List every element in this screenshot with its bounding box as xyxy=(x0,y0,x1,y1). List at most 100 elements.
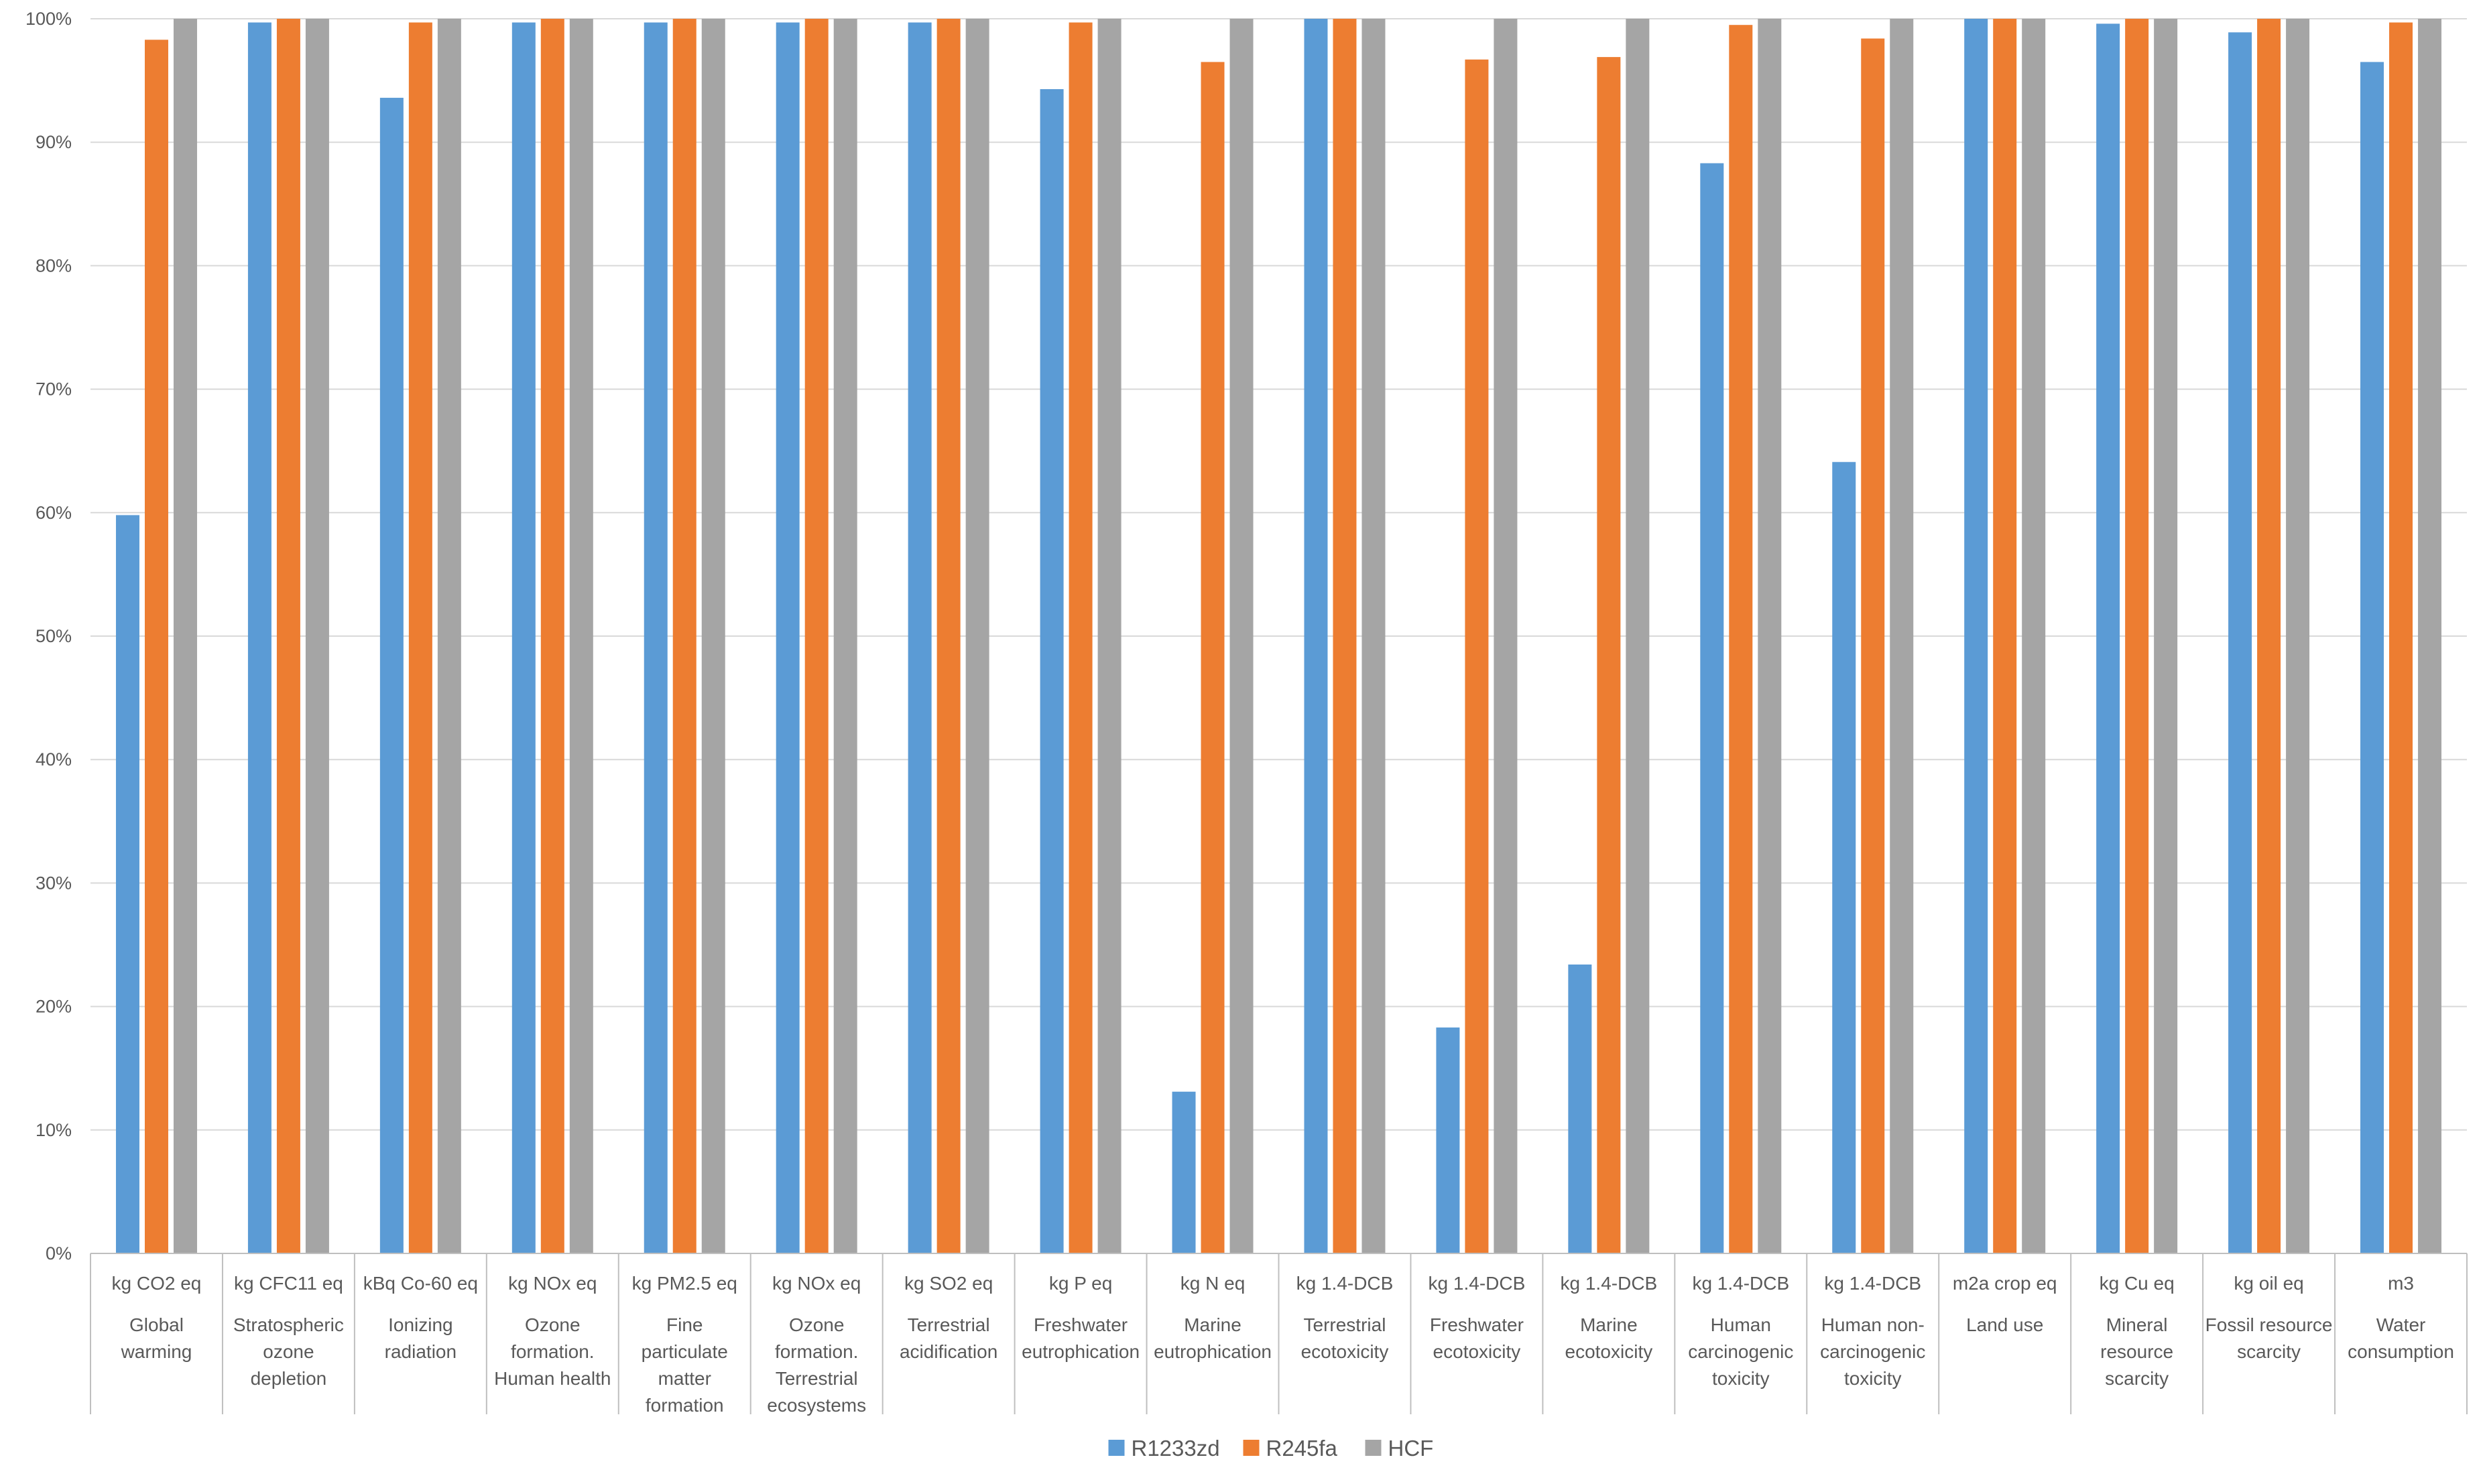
category-unit-label: kg 1.4-DCB xyxy=(1296,1273,1394,1294)
bar-hcf xyxy=(569,19,593,1253)
category-name-label: Terrestrial xyxy=(1304,1314,1386,1335)
category-unit-label: m3 xyxy=(2388,1273,2414,1294)
bar-r1233zd xyxy=(908,22,932,1253)
y-tick-label: 0% xyxy=(46,1243,72,1263)
bar-r1233zd xyxy=(1568,964,1592,1253)
category-name-label: depletion xyxy=(251,1368,327,1389)
category-name-label: Human health xyxy=(494,1368,611,1389)
bar-r245fa xyxy=(936,19,961,1253)
category-unit-label: kg 1.4-DCB xyxy=(1561,1273,1658,1294)
category-unit-label: kg SO2 eq xyxy=(904,1273,993,1294)
category-unit-label: kg Cu eq xyxy=(2100,1273,2175,1294)
y-tick-label: 50% xyxy=(36,626,72,646)
category-name-label: Water xyxy=(2376,1314,2426,1335)
y-tick-label: 60% xyxy=(36,503,72,523)
category-name-label: warming xyxy=(121,1341,192,1362)
category-name-label: ecotoxicity xyxy=(1301,1341,1389,1362)
bar-r245fa xyxy=(1597,57,1621,1253)
bar-hcf xyxy=(2418,19,2442,1253)
legend-label: HCF xyxy=(1388,1436,1434,1461)
category-name-label: Fine xyxy=(666,1314,703,1335)
category-name-label: scarcity xyxy=(2237,1341,2301,1362)
bar-r245fa xyxy=(1993,19,2017,1253)
category-unit-label: m2a crop eq xyxy=(1953,1273,2057,1294)
category-name-label: carcinogenic xyxy=(1820,1341,1925,1362)
bars xyxy=(115,19,2442,1254)
bar-r1233zd xyxy=(644,22,668,1253)
bar-r1233zd xyxy=(1832,462,1856,1253)
category-name-label: Marine xyxy=(1580,1314,1638,1335)
category-name-label: eutrophication xyxy=(1022,1341,1140,1362)
bar-hcf xyxy=(1229,19,1254,1253)
bar-r1233zd xyxy=(2096,23,2120,1253)
legend-label: R245fa xyxy=(1266,1436,1338,1461)
y-tick-label: 10% xyxy=(36,1120,72,1140)
category-unit-label: kg 1.4-DCB xyxy=(1824,1273,1921,1294)
bar-hcf xyxy=(2286,19,2310,1253)
category-name-label: ecotoxicity xyxy=(1433,1341,1521,1362)
bar-r245fa xyxy=(1333,19,1357,1253)
bar-r1233zd xyxy=(1040,88,1064,1253)
category-name-label: formation. xyxy=(775,1341,859,1362)
x-axis xyxy=(90,1253,2468,1414)
bar-hcf xyxy=(833,19,857,1253)
category-unit-label: kg P eq xyxy=(1049,1273,1112,1294)
bar-r245fa xyxy=(540,19,564,1253)
bar-r245fa xyxy=(804,19,829,1253)
category-unit-label: kg CFC11 eq xyxy=(234,1273,343,1294)
legend: R1233zd R245fa HCF xyxy=(1108,1436,1434,1461)
x-axis-categories: kg CO2 eq Global warming kg CFC11 eq Stratos… xyxy=(112,1273,2454,1416)
y-tick-label: 80% xyxy=(36,255,72,275)
bar-r245fa xyxy=(2257,19,2281,1253)
category-name-label: resource xyxy=(2100,1341,2173,1362)
category-name-label: Marine xyxy=(1184,1314,1241,1335)
bar-hcf xyxy=(437,19,461,1253)
bar-hcf xyxy=(2154,19,2178,1253)
category-name-label: Ionizing xyxy=(388,1314,453,1335)
y-tick-label: 20% xyxy=(36,997,72,1017)
category-name-label: radiation xyxy=(385,1341,457,1362)
bar-r1233zd xyxy=(2228,32,2252,1254)
bar-r1233zd xyxy=(1700,163,1724,1253)
bar-hcf xyxy=(1097,19,1122,1253)
bar-r245fa xyxy=(144,40,168,1254)
bar-r1233zd xyxy=(1172,1091,1196,1253)
bar-r245fa xyxy=(2389,22,2413,1253)
bar-r245fa xyxy=(1861,38,1885,1253)
category-unit-label: kg PM2.5 eq xyxy=(632,1273,737,1294)
y-tick-label: 30% xyxy=(36,873,72,893)
category-name-label: matter xyxy=(658,1368,711,1389)
category-name-label: formation. xyxy=(511,1341,595,1362)
category-name-label: acidification xyxy=(900,1341,997,1362)
category-name-label: Mineral xyxy=(2106,1314,2168,1335)
category-name-label: eutrophication xyxy=(1154,1341,1272,1362)
category-unit-label: kBq Co-60 eq xyxy=(363,1273,478,1294)
bar-r245fa xyxy=(1201,62,1225,1254)
bar-r245fa xyxy=(276,19,300,1253)
bar-r245fa xyxy=(2125,19,2149,1253)
category-unit-label: kg CO2 eq xyxy=(112,1273,202,1294)
category-name-label: formation xyxy=(646,1395,724,1416)
category-name-label: ozone xyxy=(263,1341,314,1362)
category-name-label: Stratospheric xyxy=(233,1314,344,1335)
bar-r1233zd xyxy=(115,515,139,1253)
category-name-label: Terrestrial xyxy=(908,1314,990,1335)
category-name-label: Freshwater xyxy=(1430,1314,1524,1335)
bar-r245fa xyxy=(1729,25,1753,1254)
bar-r245fa xyxy=(1465,59,1489,1253)
bar-hcf xyxy=(701,19,725,1253)
legend-swatch-hcf xyxy=(1365,1440,1382,1456)
bar-hcf xyxy=(1758,19,1782,1253)
category-name-label: Human non- xyxy=(1821,1314,1925,1335)
bar-hcf xyxy=(2022,19,2046,1253)
bar-r245fa xyxy=(672,19,696,1253)
bar-r1233zd xyxy=(2360,62,2384,1254)
bar-r1233zd xyxy=(1436,1027,1460,1253)
bar-r1233zd xyxy=(511,22,536,1253)
y-tick-label: 100% xyxy=(25,9,72,29)
category-name-label: Human xyxy=(1711,1314,1771,1335)
category-name-label: scarcity xyxy=(2105,1368,2169,1389)
category-name-label: toxicity xyxy=(1844,1368,1902,1389)
bar-r245fa xyxy=(408,22,432,1253)
